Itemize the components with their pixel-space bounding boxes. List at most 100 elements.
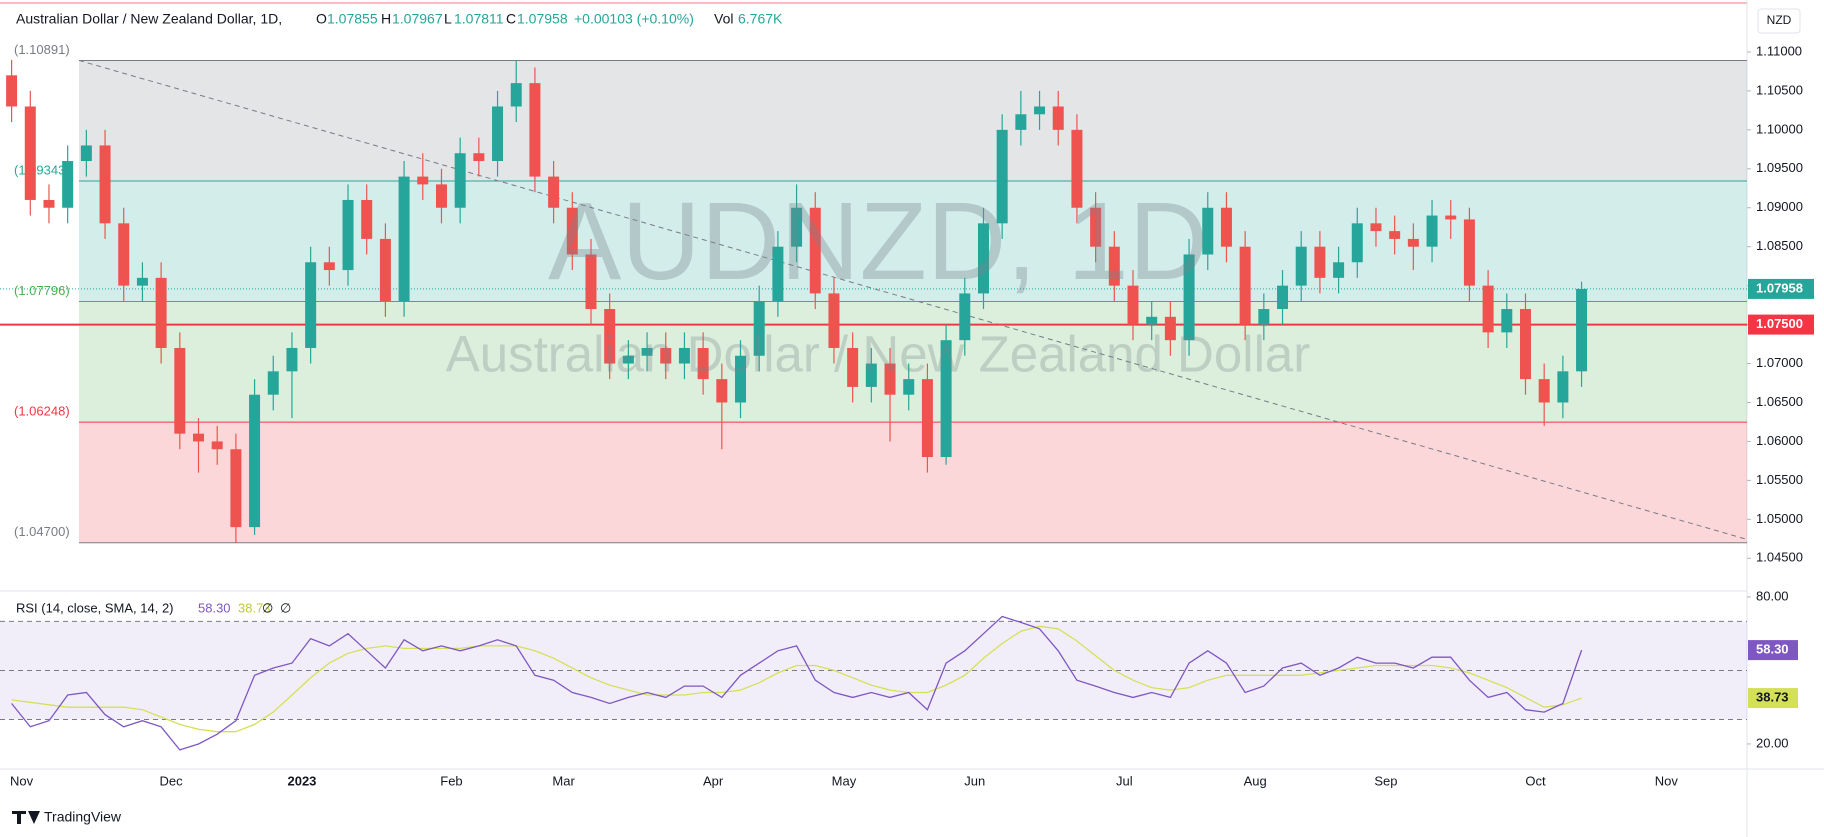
candle-body xyxy=(1258,309,1270,325)
y-tick-label: 1.08500 xyxy=(1756,238,1803,253)
candle-body xyxy=(735,355,747,403)
y-tick-label: 1.07000 xyxy=(1756,355,1803,370)
level-label: (1.07796) xyxy=(14,283,70,298)
candle-body xyxy=(1183,254,1195,341)
candle-body xyxy=(1015,114,1027,130)
candle-body xyxy=(1295,246,1307,286)
candle-body xyxy=(828,293,840,348)
candle-body xyxy=(753,301,765,356)
candle-body xyxy=(641,347,653,356)
ohlc-label: O xyxy=(316,11,327,27)
candle-body xyxy=(379,238,391,302)
candle-body xyxy=(136,277,148,286)
candle-body xyxy=(1389,231,1401,239)
y-tick-label: 20.00 xyxy=(1756,735,1789,750)
x-tick-label: Aug xyxy=(1244,773,1267,788)
candle-body xyxy=(1127,285,1139,325)
y-tick-label: 1.06000 xyxy=(1756,433,1803,448)
na-value: ∅ xyxy=(280,600,291,615)
candle-body xyxy=(903,379,915,395)
symbol-title: Australian Dollar / New Zealand Dollar, … xyxy=(16,11,282,27)
candle-body xyxy=(155,277,167,348)
price-label-box xyxy=(1748,314,1814,335)
x-tick-label: Nov xyxy=(1655,773,1679,788)
x-tick-label: Jul xyxy=(1116,773,1133,788)
candle-body xyxy=(473,153,485,162)
candle-body xyxy=(24,106,36,200)
x-tick-label: Oct xyxy=(1525,773,1546,788)
candle-body xyxy=(1538,379,1550,403)
candle-body xyxy=(398,176,410,302)
price-label-box xyxy=(1748,278,1814,299)
rsi-label-box xyxy=(1748,640,1798,661)
ohlc-label: C xyxy=(506,11,516,27)
price-label: 1.07958 xyxy=(1756,280,1803,295)
candle-body xyxy=(342,199,354,271)
candle-body xyxy=(417,176,429,185)
level-label: (1.06248) xyxy=(14,404,70,419)
candle-body xyxy=(1407,238,1419,247)
ohlc-value: 1.07967 xyxy=(392,11,443,27)
candle-body xyxy=(361,199,373,239)
candle-body xyxy=(940,340,952,458)
brand-logo xyxy=(12,811,40,824)
currency-box[interactable] xyxy=(1757,8,1801,34)
x-tick-label: 2023 xyxy=(287,773,316,788)
y-tick-label: 1.11000 xyxy=(1756,43,1802,58)
y-tick-label: 1.04500 xyxy=(1756,550,1803,565)
x-tick-label: Apr xyxy=(703,773,724,788)
candle-body xyxy=(1557,371,1569,403)
candle-body xyxy=(80,145,92,162)
candle-body xyxy=(174,347,186,434)
candle-body xyxy=(996,129,1008,224)
candle-body xyxy=(211,441,223,450)
candle-body xyxy=(809,207,821,294)
x-tick-label: Feb xyxy=(440,773,462,788)
level-label: (1.10891) xyxy=(14,42,70,57)
rsi-label: 38.73 xyxy=(1756,690,1789,705)
ohlc-value: 1.07811 xyxy=(454,11,504,27)
watermark-name: Australian Dollar / New Zealand Dollar xyxy=(446,325,1311,382)
candle-body xyxy=(1071,129,1083,208)
watermark-symbol: AUDNZD, 1D xyxy=(548,180,1208,303)
candle-body xyxy=(492,106,504,162)
candle-body xyxy=(1314,246,1326,278)
candle-body xyxy=(6,75,18,107)
level-label: (1.09343) xyxy=(14,162,70,177)
change: +0.00103 (+0.10%) xyxy=(574,11,694,27)
candle-body xyxy=(1351,223,1363,263)
x-tick-label: Sep xyxy=(1374,773,1397,788)
candle-body xyxy=(1052,106,1064,130)
candle-body xyxy=(865,363,877,387)
x-tick-label: Mar xyxy=(552,773,575,788)
rsi-sma-line xyxy=(11,625,1582,733)
rsi-title: RSI (14, close, SMA, 14, 2) xyxy=(16,600,174,615)
candle-body xyxy=(1482,285,1494,333)
candle-body xyxy=(1090,207,1102,247)
candle-body xyxy=(43,199,55,208)
y-tick-label: 1.09000 xyxy=(1756,199,1803,214)
rsi-label-box xyxy=(1748,688,1798,709)
candle-body xyxy=(977,223,989,294)
ohlc-label: H xyxy=(381,11,391,27)
candle-body xyxy=(716,379,728,403)
y-tick-label: 1.06500 xyxy=(1756,394,1803,409)
trendline xyxy=(78,59,1746,540)
candle-body xyxy=(921,379,933,458)
rsi-pane xyxy=(0,615,1747,751)
candle-body xyxy=(323,262,335,271)
candle-body xyxy=(1519,309,1531,380)
rsi-legend: RSI (14, close, SMA, 14, 2) 58.30 38.73 … xyxy=(16,600,291,615)
candle-body xyxy=(267,371,279,395)
candle-body xyxy=(604,309,616,364)
zone xyxy=(79,60,1747,182)
candle-body xyxy=(1426,215,1438,247)
candle-body xyxy=(1108,246,1120,286)
currency: NZD xyxy=(1767,13,1792,27)
candle-body xyxy=(566,207,578,255)
rsi-label: 58.30 xyxy=(1756,642,1789,657)
candle-body xyxy=(772,246,784,302)
candle-body xyxy=(1333,262,1345,278)
